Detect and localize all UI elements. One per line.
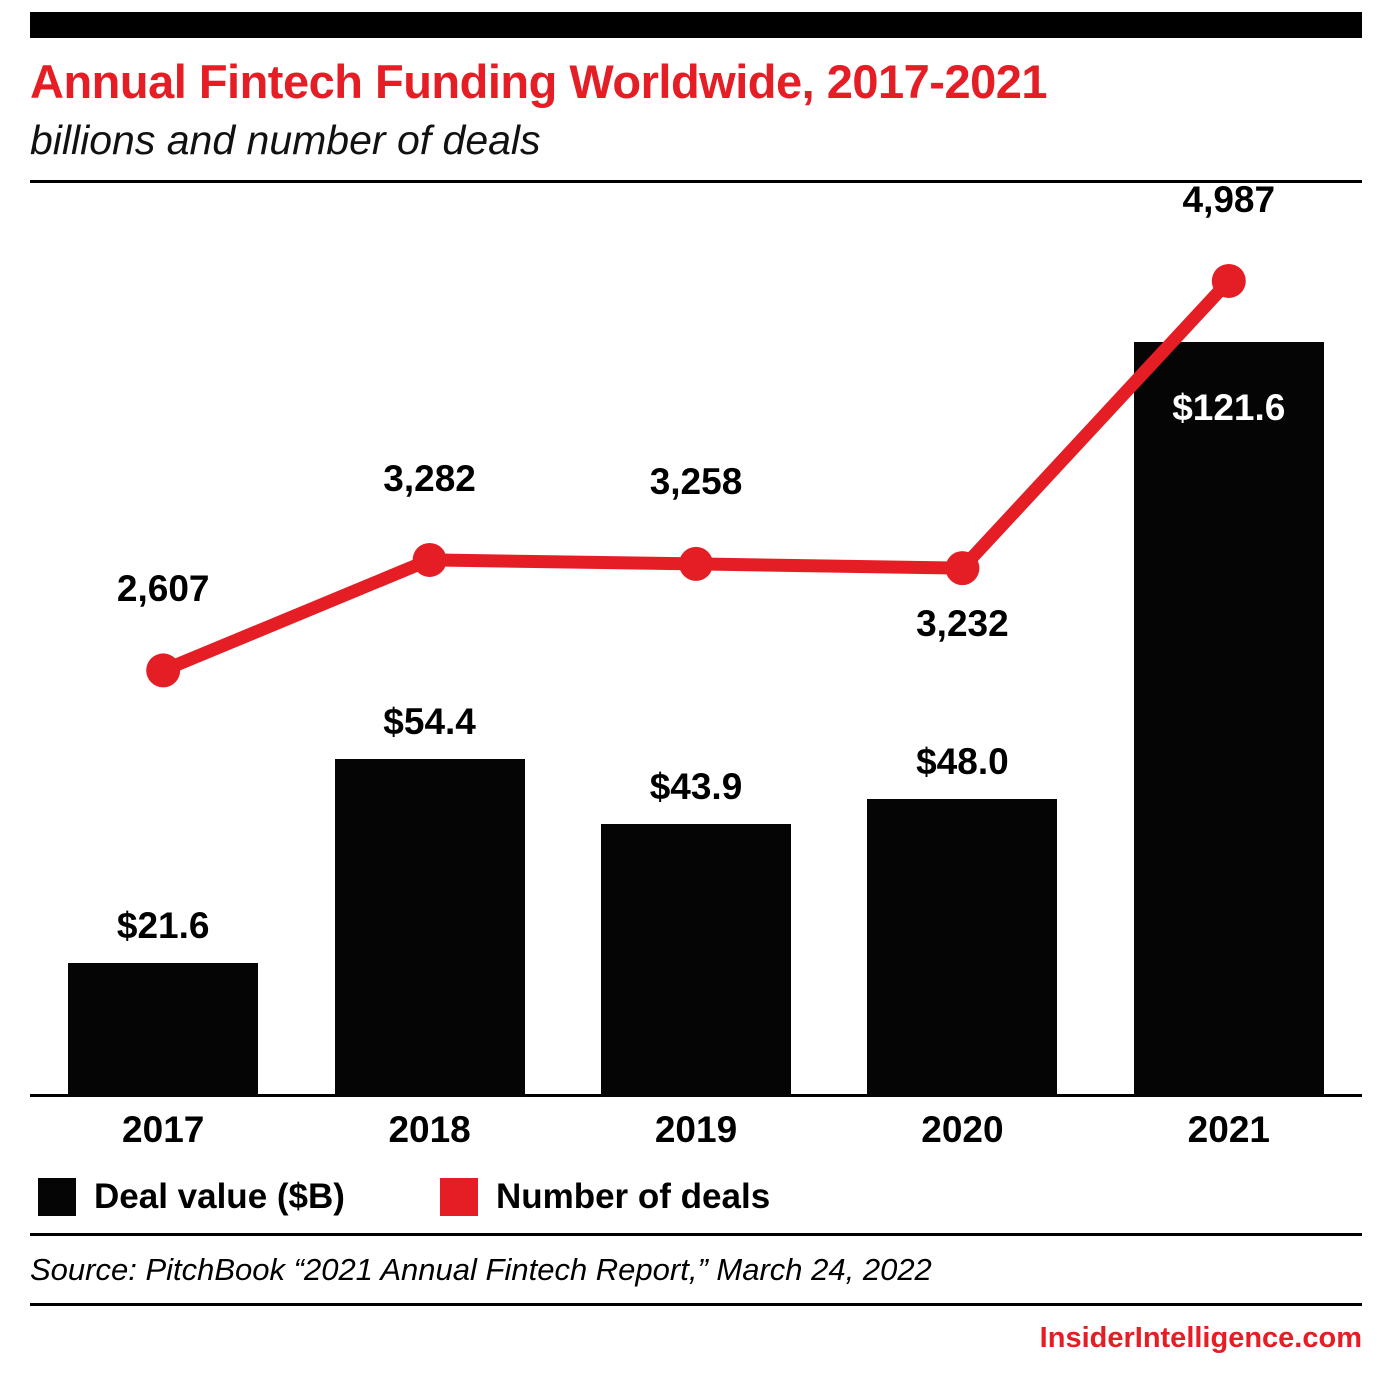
deals-point-2018 (412, 542, 447, 577)
bar-2020 (867, 798, 1058, 1097)
bar-value-label-2019: $43.9 (649, 766, 743, 808)
number-of-deals-swatch (439, 1177, 478, 1216)
top-rule (30, 12, 1362, 38)
legend-item-deal-value: Deal value ($B) (38, 1177, 345, 1217)
deals-value-label-2017: 2,607 (116, 568, 210, 610)
x-label-2018: 2018 (388, 1108, 471, 1150)
brand-link[interactable]: InsiderIntelligence.com (1039, 1321, 1362, 1354)
deals-value-label-2021: 4,987 (1182, 178, 1276, 220)
x-label-2021: 2021 (1187, 1108, 1270, 1150)
header-divider (30, 179, 1362, 183)
x-axis-labels: 2017 2018 2019 2020 2021 (30, 1109, 1362, 1151)
bar-value-label-2020: $48.0 (916, 740, 1009, 782)
deals-line-layer (146, 263, 1246, 688)
chart-legend: Deal value ($B) Number of deals (30, 1177, 1362, 1217)
legend-item-number-of-deals: Number of deals (439, 1176, 771, 1217)
bar-value-label-2017: $21.6 (116, 904, 210, 946)
combo-chart: $21.6 $54.4 $43.9 $48.0 $121.6 2,607 3,282 3,25… (30, 179, 1362, 1097)
bar-2017 (68, 962, 259, 1097)
legend-label-number-of-deals: Number of deals (495, 1176, 771, 1216)
x-label-2019: 2019 (654, 1108, 738, 1150)
legend-divider (30, 1232, 1362, 1236)
chart-title: Annual Fintech Funding Worldwide, 2017-2… (30, 55, 1048, 108)
deals-value-label-2020: 3,232 (916, 602, 1009, 644)
legend-label-deal-value: Deal value ($B) (94, 1176, 345, 1216)
deals-point-2017 (146, 653, 181, 688)
deals-point-2019 (679, 546, 713, 581)
source-note: Source: PitchBook “2021 Annual Fintech R… (30, 1251, 932, 1287)
bar-value-label-2021: $121.6 (1172, 386, 1286, 428)
x-label-2017: 2017 (122, 1108, 205, 1150)
x-label-2020: 2020 (921, 1108, 1004, 1150)
deals-value-label-2018: 3,282 (383, 457, 476, 499)
footer-divider (30, 1302, 1362, 1306)
deals-point-2020 (945, 550, 980, 585)
bar-value-label-2018: $54.4 (383, 700, 476, 742)
bar-2018 (334, 758, 525, 1097)
deals-value-label-2019: 3,258 (649, 461, 743, 503)
bar-2021 (1133, 341, 1324, 1097)
bar-2019 (601, 824, 791, 1097)
chart-subtitle: billions and number of deals (30, 116, 541, 163)
deals-point-2021 (1211, 263, 1246, 298)
deal-value-swatch (38, 1177, 76, 1216)
